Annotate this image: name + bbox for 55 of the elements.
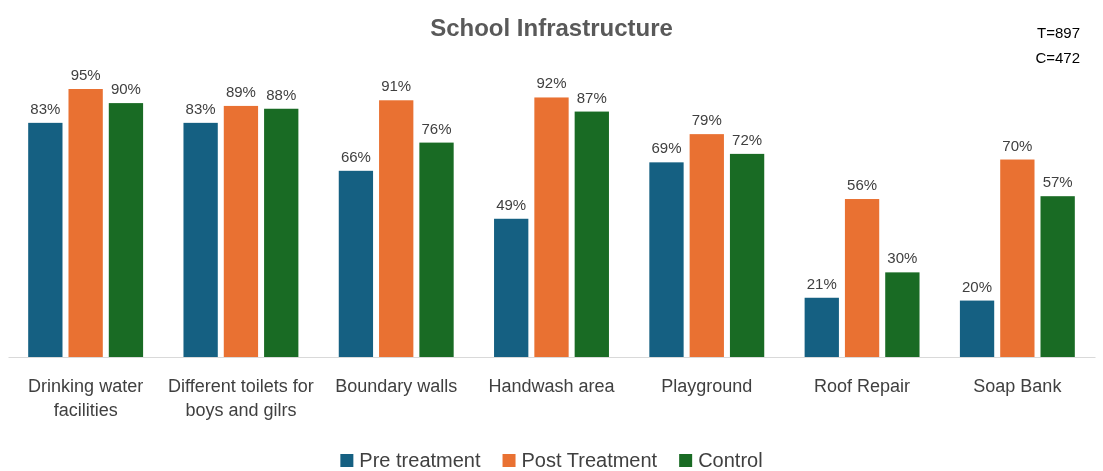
x-tick-label: Roof Repair (814, 376, 911, 396)
bar (959, 300, 995, 357)
bar (729, 153, 765, 357)
bar (804, 297, 839, 357)
data-label: 57% (1042, 173, 1073, 191)
bar (28, 122, 63, 357)
data-label: 91% (381, 77, 412, 95)
text: T=897 (1037, 24, 1080, 41)
x-tick-label: Soap Bank (973, 376, 1063, 396)
bar (1040, 196, 1075, 357)
x-tick-label: Drinking water facilities (28, 376, 144, 420)
bar (379, 100, 414, 357)
data-label: 72% (732, 130, 763, 148)
data-label: 66% (340, 147, 371, 165)
legend-label: Post Treatment (521, 449, 658, 471)
data-label: 76% (421, 119, 452, 137)
x-tick-label: Handwash area (488, 376, 616, 396)
bar (183, 122, 218, 357)
data-label: 79% (691, 111, 722, 129)
data-label: 83% (30, 99, 61, 117)
data-label: 95% (70, 66, 101, 83)
legend-label: Control (698, 449, 763, 471)
x-tick-label: Boundary walls (335, 376, 458, 396)
data-label: 83% (185, 99, 216, 117)
bar (649, 162, 684, 357)
data-label: 30% (887, 249, 918, 267)
bar (223, 105, 259, 357)
bar (68, 89, 103, 357)
legend-label: Pre treatment (359, 449, 481, 471)
data-label: 69% (651, 139, 682, 157)
data-label: 87% (576, 88, 607, 106)
data-label: 49% (496, 195, 527, 213)
data-label: 88% (266, 85, 297, 103)
bar (574, 111, 609, 357)
bar (419, 142, 454, 357)
bar (534, 97, 569, 357)
bar (689, 134, 724, 357)
data-label: 20% (962, 277, 993, 295)
chart-title: School Infrastructure (430, 14, 673, 41)
bar (108, 103, 144, 357)
data-label: 21% (806, 274, 837, 292)
bar (1000, 159, 1035, 357)
data-label: 90% (110, 80, 141, 98)
x-tick-label: Playground (661, 376, 753, 396)
x-tick-label: Different toilets for boys and gilrs (168, 376, 314, 420)
text: C=472 (1035, 49, 1080, 66)
bar (494, 218, 529, 357)
bar (338, 170, 374, 357)
data-label: 70% (1002, 136, 1033, 154)
bar (264, 108, 299, 357)
data-label: 92% (536, 74, 567, 92)
bar (844, 199, 880, 357)
bar (885, 272, 920, 357)
data-label: 89% (225, 82, 256, 100)
data-label: 56% (847, 176, 878, 194)
